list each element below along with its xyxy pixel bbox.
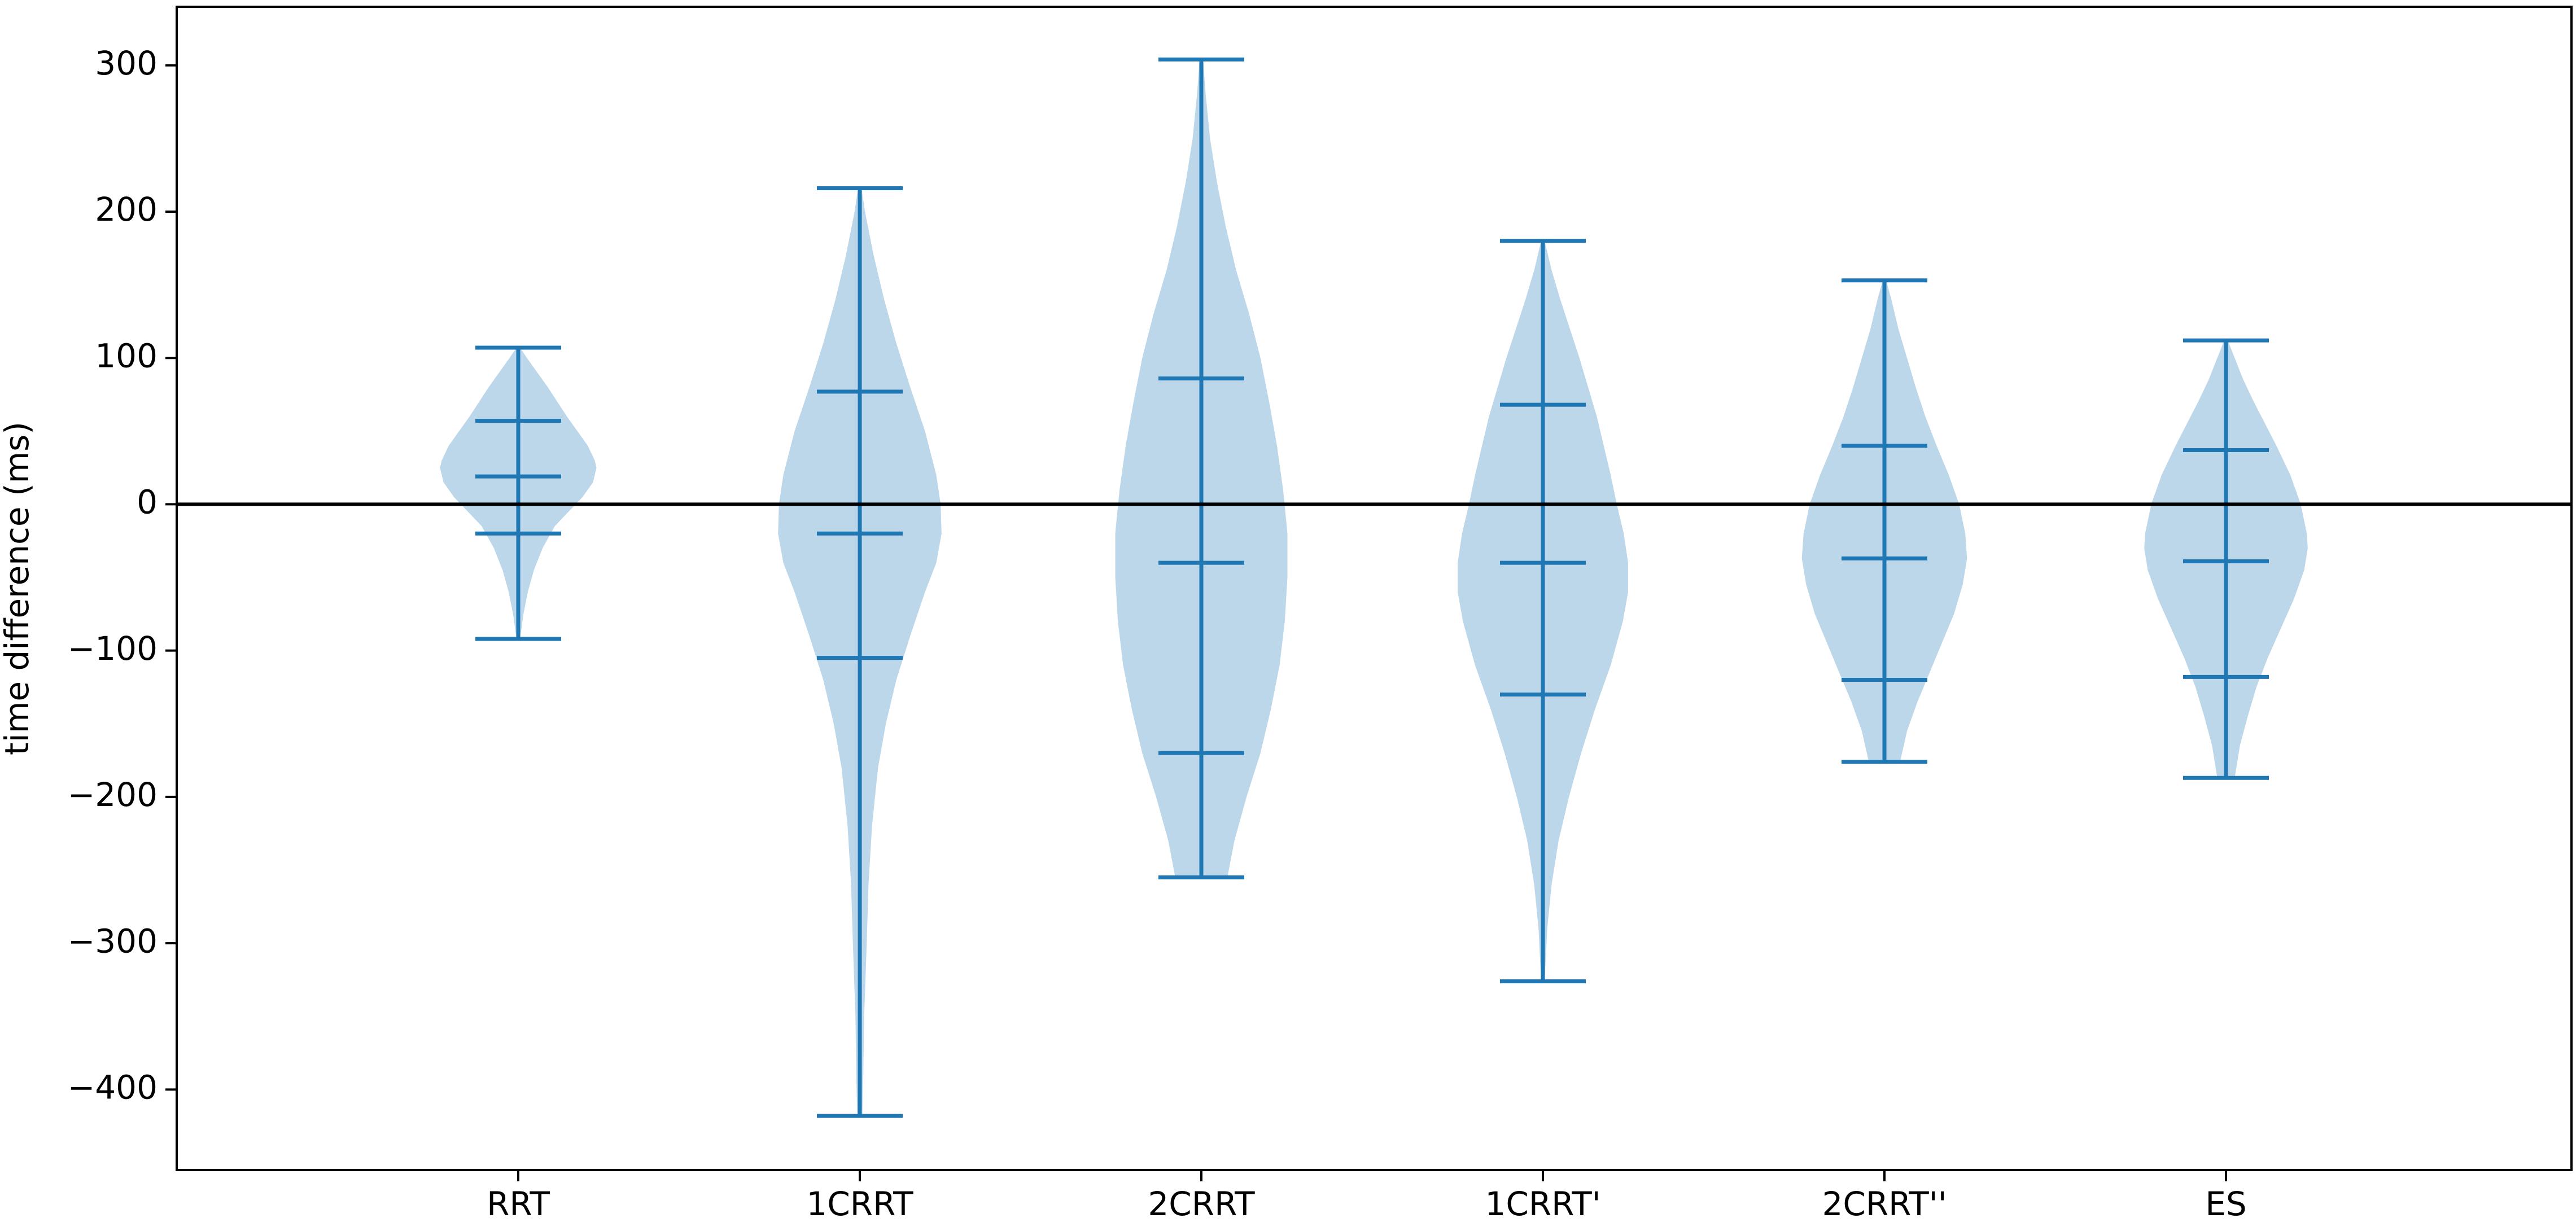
y-tick-label: 300 [95,44,158,82]
y-tick-label: −200 [68,776,158,814]
y-tick-label: −100 [68,629,158,668]
x-tick-label: RRT [487,1185,550,1223]
x-tick-label: ES [2205,1185,2246,1223]
y-tick-label: 200 [95,190,158,229]
x-tick-label: 1CRRT' [1485,1185,1600,1223]
plot-frame [176,6,2573,1171]
y-tick-label: −300 [68,922,158,960]
x-axis: RRT 1CRRT 2CRRT 1CRRT' 2CRRT'' ES [487,1170,2247,1223]
y-tick-label: 0 [137,483,158,522]
stats-lines-layer [475,57,2269,1118]
y-axis: 300 200 100 0 −100 −200 −300 −400 [68,44,177,1107]
x-tick-label: 2CRRT [1148,1185,1255,1223]
y-axis-label: time difference (ms) [0,422,36,755]
y-tick-label: −400 [68,1068,158,1107]
y-tick-label: 100 [95,336,158,375]
x-tick-label: 2CRRT'' [1822,1185,1947,1223]
x-tick-label: 1CRRT [806,1185,913,1223]
